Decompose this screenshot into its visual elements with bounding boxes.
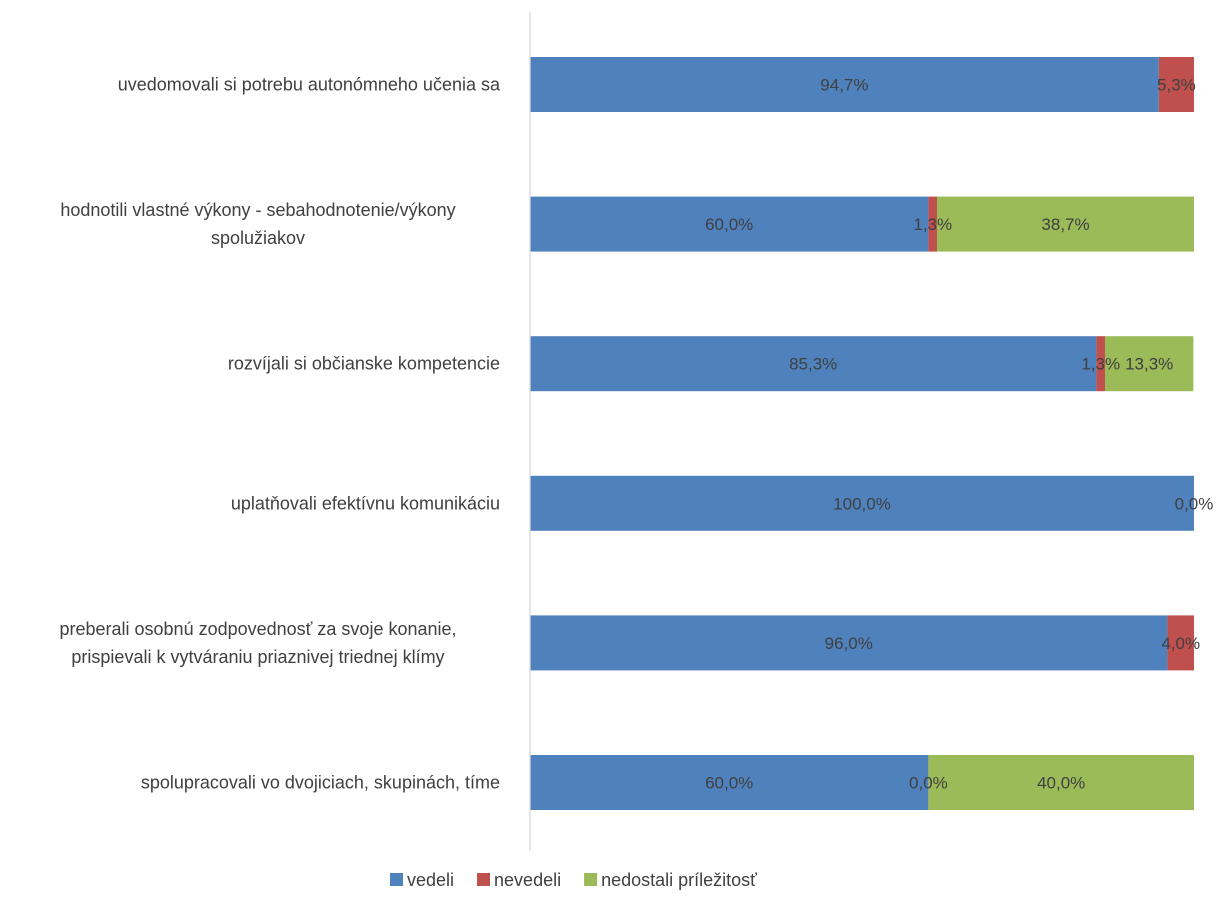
bar-vedeli-2 (530, 336, 1097, 392)
data-label: 4,0% (1161, 634, 1200, 653)
data-label: 60,0% (705, 215, 753, 234)
data-label: 1,3% (1081, 355, 1120, 374)
legend-swatch (584, 873, 598, 886)
legend-swatch (390, 873, 403, 886)
data-label: 0,0% (909, 774, 948, 793)
category-label: preberali osobnú zodpovednosť za svoje k… (59, 619, 456, 639)
legend: vedeli nevedeli nedostali príležitosť (390, 870, 757, 890)
bar-nevedeli-1 (928, 196, 938, 252)
legend-swatch (477, 873, 491, 886)
bar-nevedeli-4 (1167, 615, 1194, 671)
data-label: 13,3% (1125, 355, 1173, 374)
category-label: hodnotili vlastné výkony - sebahodnoteni… (60, 200, 455, 220)
bars-layer (530, 57, 1194, 810)
category-label: spolužiakov (211, 228, 305, 248)
bar-nevedeli-0 (1158, 57, 1194, 112)
category-labels-layer: uvedomovali si potrebu autonómneho učeni… (59, 75, 500, 793)
data-label: 1,3% (913, 215, 952, 234)
category-label: prispievali k vytváraniu priaznivej trie… (71, 647, 444, 667)
bar-nevedeli-2 (1096, 336, 1106, 392)
data-label: 60,0% (705, 774, 753, 793)
data-label: 96,0% (825, 634, 873, 653)
bar-vedeli-1 (530, 196, 929, 252)
bar-nedostali-príležitosť-1 (937, 196, 1194, 252)
legend-label: nevedeli (494, 870, 561, 890)
bar-vedeli-3 (530, 475, 1194, 531)
category-label: spolupracovali vo dvojiciach, skupinách,… (141, 773, 500, 793)
bar-vedeli-4 (530, 615, 1168, 671)
data-label: 100,0% (833, 494, 891, 513)
data-label: 40,0% (1037, 774, 1085, 793)
legend-label: nedostali príležitosť (601, 870, 757, 890)
data-label: 5,3% (1157, 76, 1196, 95)
data-label: 38,7% (1041, 215, 1089, 234)
data-labels-layer: 94,7% 5,3% 60,0% 1,3% 38,7% 85,3% 1,3% 13,3% 100… (705, 76, 1213, 793)
legend-label: vedeli (407, 870, 454, 890)
category-label: uvedomovali si potrebu autonómneho učeni… (118, 75, 501, 95)
bar-nedostali-príležitosť-2 (1105, 336, 1194, 392)
bar-vedeli-0 (530, 57, 1159, 112)
data-label: 0,0% (1175, 494, 1214, 513)
data-label: 85,3% (789, 355, 837, 374)
bar-nedostali-príležitosť-5 (928, 755, 1194, 810)
bar-vedeli-5 (530, 755, 929, 810)
category-label: uplatňovali efektívnu komunikáciu (231, 493, 500, 513)
data-label: 94,7% (820, 76, 868, 95)
category-label: rozvíjali si občianske kompetencie (228, 354, 500, 374)
